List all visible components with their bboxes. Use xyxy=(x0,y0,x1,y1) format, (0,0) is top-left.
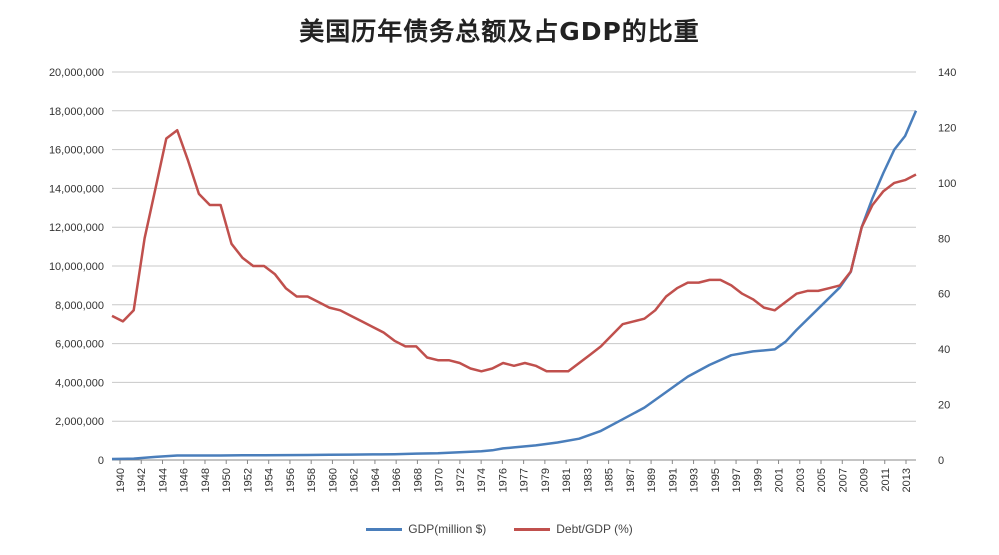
y-right-tick-label: 100 xyxy=(938,178,956,190)
x-tick-label: 1940 xyxy=(115,468,127,492)
x-tick-label: 1944 xyxy=(157,468,169,492)
y-left-tick-label: 20,000,000 xyxy=(49,67,104,79)
y-left-tick-label: 10,000,000 xyxy=(49,261,104,273)
legend-label-debt: Debt/GDP (%) xyxy=(556,522,633,536)
x-tick-label: 2003 xyxy=(795,468,807,492)
x-tick-label: 1991 xyxy=(667,468,679,492)
y-right-tick-label: 140 xyxy=(938,67,956,79)
y-left-tick-label: 8,000,000 xyxy=(55,300,104,312)
x-tick-label: 1946 xyxy=(179,468,191,492)
x-tick-label: 1972 xyxy=(455,468,467,492)
x-tick-label: 1999 xyxy=(752,468,764,492)
x-tick-label: 1976 xyxy=(497,468,509,492)
x-tick-label: 2001 xyxy=(774,468,786,492)
y-left-tick-label: 18,000,000 xyxy=(49,106,104,118)
x-tick-label: 1958 xyxy=(306,468,318,492)
y-left-tick-label: 2,000,000 xyxy=(55,416,104,428)
y-left-tick-label: 14,000,000 xyxy=(49,183,104,195)
x-tick-label: 1968 xyxy=(412,468,424,492)
y-right-tick-label: 0 xyxy=(938,455,944,467)
x-tick-label: 1952 xyxy=(242,468,254,492)
x-tick-label: 1993 xyxy=(689,468,701,492)
y-left-tick-label: 12,000,000 xyxy=(49,222,104,234)
x-tick-label: 1985 xyxy=(604,468,616,492)
legend-swatch-gdp xyxy=(366,527,403,531)
x-tick-label: 2013 xyxy=(901,468,913,492)
y-left-tick-label: 16,000,000 xyxy=(49,145,104,157)
x-tick-label: 1962 xyxy=(349,468,361,492)
x-tick-label: 2007 xyxy=(837,468,849,492)
y-left-tick-label: 4,000,000 xyxy=(55,377,104,389)
x-tick-label: 1977 xyxy=(519,468,531,492)
legend-label-gdp: GDP(million $) xyxy=(408,522,487,536)
x-tick-label: 2009 xyxy=(859,468,871,492)
legend: GDP(million $) Debt/GDP (%) xyxy=(0,522,999,536)
legend-swatch-debt xyxy=(514,527,551,531)
x-tick-label: 1989 xyxy=(646,468,658,492)
x-tick-label: 1983 xyxy=(582,468,594,492)
x-tick-label: 1950 xyxy=(221,468,233,492)
y-right-tick-label: 60 xyxy=(938,289,950,301)
x-tick-label: 1960 xyxy=(327,468,339,492)
y-left-tick-label: 0 xyxy=(98,455,104,467)
x-tick-label: 1987 xyxy=(625,468,637,492)
y-right-tick-label: 120 xyxy=(938,122,956,134)
x-tick-label: 1956 xyxy=(285,468,297,492)
x-tick-label: 1942 xyxy=(136,468,148,492)
y-right-tick-label: 40 xyxy=(938,344,950,356)
x-tick-label: 1997 xyxy=(731,468,743,492)
legend-item-gdp: GDP(million $) xyxy=(366,522,486,536)
x-tick-label: 1964 xyxy=(370,468,382,492)
chart-title: 美国历年债务总额及占GDP的比重 xyxy=(299,17,700,46)
x-tick-label: 1948 xyxy=(200,468,212,492)
series-line-debt-gdp xyxy=(111,128,917,373)
y-left-tick-label: 6,000,000 xyxy=(55,339,104,351)
x-tick-label: 1981 xyxy=(561,468,573,492)
x-tick-label: 1974 xyxy=(476,468,488,492)
x-tick-label: 2005 xyxy=(816,468,828,492)
x-tick-label: 1970 xyxy=(434,468,446,492)
x-tick-label: 2011 xyxy=(880,468,892,492)
x-tick-label: 1979 xyxy=(540,468,552,492)
y-right-tick-label: 20 xyxy=(938,400,950,412)
y-right-tick-label: 80 xyxy=(938,233,950,245)
x-tick-label: 1966 xyxy=(391,468,403,492)
x-tick-label: 1954 xyxy=(264,468,276,492)
series-line-gdp xyxy=(111,110,918,461)
legend-item-debt: Debt/GDP (%) xyxy=(514,522,633,536)
x-tick-label: 1995 xyxy=(710,468,722,492)
